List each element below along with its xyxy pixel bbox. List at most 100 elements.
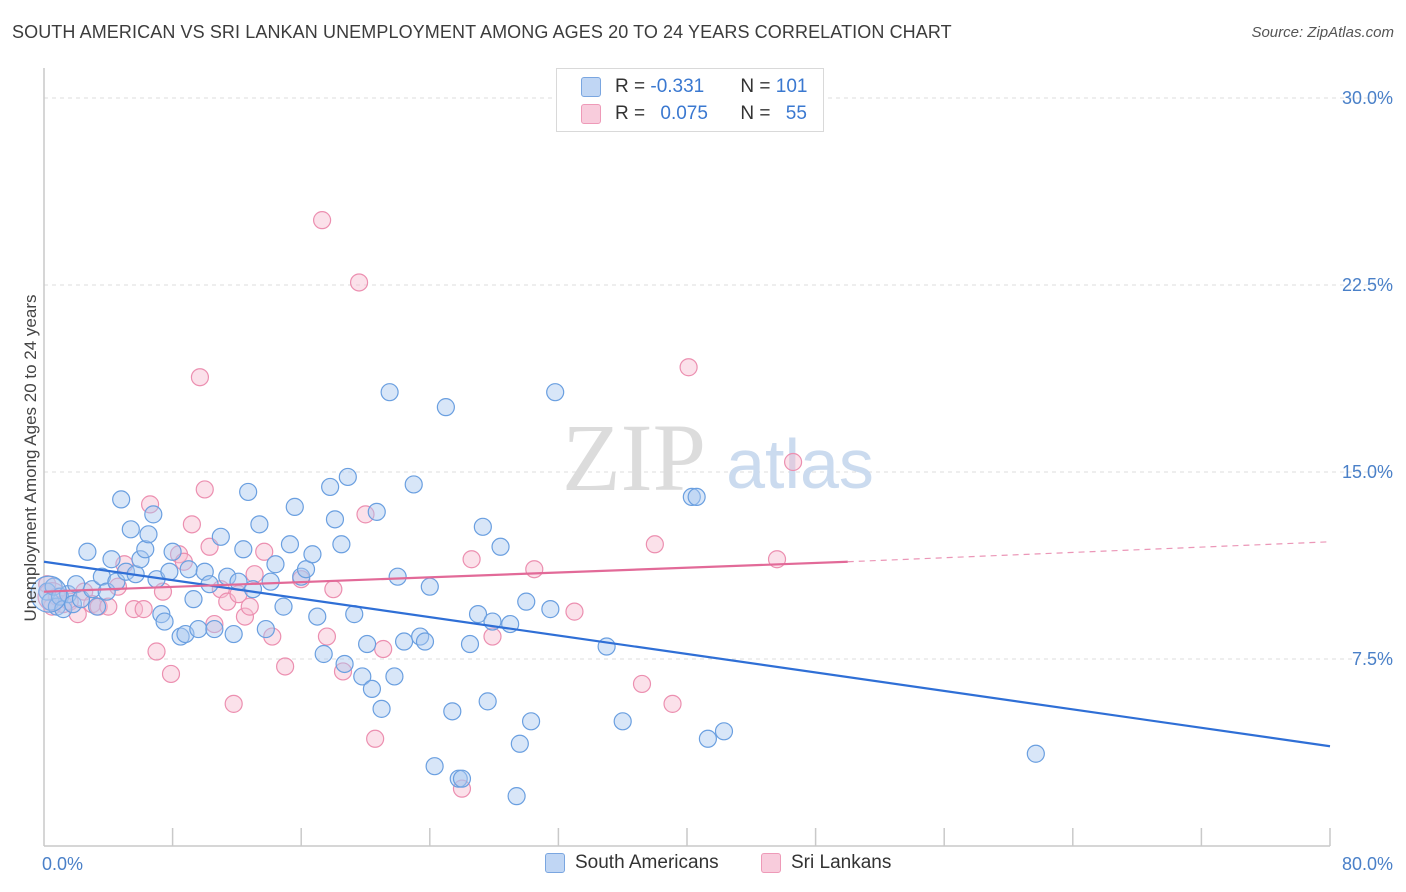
y-tick-label: 15.0% <box>1342 462 1393 482</box>
correlation-legend: R = -0.331 N = 101 R = 0.075 N = 55 <box>556 68 824 132</box>
data-point-south-american <box>171 627 190 646</box>
data-point-south-american <box>136 540 155 559</box>
data-point-south-american <box>144 505 163 524</box>
data-point-sri-lankan <box>240 597 259 616</box>
data-point-south-american <box>478 692 497 711</box>
data-point-south-american <box>224 624 243 644</box>
legend-label-south-americans: South Americans <box>575 852 719 873</box>
legend-swatch-blue <box>545 853 565 873</box>
data-point-south-american <box>420 577 439 596</box>
data-point-sri-lankan <box>190 368 210 387</box>
data-point-south-american <box>510 734 529 753</box>
data-point-south-american <box>517 592 536 611</box>
x-tick-label: 0.0% <box>42 854 83 874</box>
legend-r-value: 0.075 <box>660 103 708 124</box>
legend-n-value: 55 <box>785 103 807 124</box>
data-point-south-american <box>468 605 488 624</box>
data-point-south-american <box>205 619 224 639</box>
data-point-south-american <box>380 383 399 402</box>
data-point-south-american <box>372 699 391 718</box>
data-point-sri-lankan <box>195 480 214 499</box>
data-point-sri-lankan <box>182 515 201 534</box>
data-point-sri-lankan <box>255 542 274 561</box>
data-point-south-american <box>491 537 510 556</box>
data-point-south-american <box>541 600 560 619</box>
axes <box>43 68 1331 847</box>
data-point-south-american <box>473 517 492 536</box>
data-point-south-american <box>112 490 131 509</box>
series-legend: South Americans Sri Lankans <box>0 852 1406 876</box>
data-point-south-american <box>250 515 269 534</box>
data-point-south-american <box>239 482 258 502</box>
data-point-sri-lankan <box>356 505 375 524</box>
data-point-south-american <box>613 712 632 731</box>
data-point-south-american <box>163 542 182 561</box>
data-point-south-american <box>308 607 327 626</box>
data-point-south-american <box>385 667 404 686</box>
data-point-south-american <box>179 560 198 579</box>
data-point-south-american <box>160 562 179 581</box>
data-point-south-american <box>443 702 462 721</box>
data-point-south-american <box>184 590 203 609</box>
data-point-sri-lankan <box>483 627 502 646</box>
y-axis-label: Unemployment Among Ages 20 to 24 years <box>21 295 40 622</box>
data-point-sri-lankan <box>235 607 255 626</box>
data-point-south-american <box>87 597 107 616</box>
data-point-south-american <box>321 477 340 497</box>
data-point-south-american <box>78 542 97 561</box>
legend-row-south-americans: R = -0.331 N = 101 <box>581 75 807 99</box>
data-point-south-american <box>698 729 717 748</box>
legend-label-sri-lankans: Sri Lankans <box>791 852 892 873</box>
legend-r-value: -0.331 <box>650 76 705 97</box>
data-point-south-american <box>285 497 304 516</box>
data-point-south-american <box>362 679 382 699</box>
data-point-sri-lankan <box>663 694 682 713</box>
data-point-south-american <box>139 525 158 544</box>
data-point-south-american <box>234 540 253 559</box>
data-point-south-american <box>1026 744 1045 763</box>
legend-swatch-blue <box>581 77 601 97</box>
data-point-sri-lankan <box>147 642 166 661</box>
data-point-south-american <box>404 475 423 494</box>
data-point-south-american <box>353 667 372 686</box>
y-tick-label: 7.5% <box>1352 649 1393 669</box>
data-point-sri-lankan <box>783 452 803 472</box>
data-point-south-american <box>280 535 300 554</box>
data-point-sri-lankan <box>161 664 181 684</box>
trend-line-sri-lankans <box>43 560 848 593</box>
data-point-south-american <box>211 527 230 546</box>
legend-n-label: N = <box>740 103 776 124</box>
data-point-sri-lankan <box>276 657 295 676</box>
data-point-south-american <box>303 545 322 564</box>
data-point-south-american <box>155 612 174 631</box>
data-point-sri-lankan <box>645 535 664 554</box>
data-point-south-american <box>97 582 116 601</box>
legend-row-sri-lankans: R = 0.075 N = 55 <box>581 102 807 126</box>
data-point-sri-lankan <box>452 779 472 798</box>
data-point-south-american <box>546 383 565 402</box>
chart-title: SOUTH AMERICAN VS SRI LANKAN UNEMPLOYMEN… <box>12 22 952 42</box>
data-point-sri-lankan <box>525 560 544 579</box>
watermark-zip: ZIP <box>562 404 706 511</box>
data-point-south-american <box>338 467 357 487</box>
data-point-sri-lankan <box>317 627 337 646</box>
source-label: Source: ZipAtlas.com <box>1251 24 1394 41</box>
data-point-south-american <box>121 520 140 539</box>
data-point-sri-lankan <box>679 358 698 377</box>
data-point-sri-lankan <box>632 674 652 694</box>
data-point-south-american <box>452 769 472 788</box>
data-point-south-american <box>415 632 435 651</box>
data-point-sri-lankan <box>349 273 369 292</box>
series-south-americans <box>30 383 1045 806</box>
data-point-south-american <box>314 644 333 664</box>
data-point-south-american <box>436 398 455 417</box>
data-point-sri-lankan <box>263 627 282 646</box>
data-point-sri-lankan <box>124 600 144 619</box>
data-point-sri-lankan <box>374 639 393 659</box>
data-point-south-american <box>394 632 414 651</box>
data-point-sri-lankan <box>565 602 584 621</box>
data-point-south-american <box>325 510 345 529</box>
data-point-cluster <box>30 575 68 613</box>
data-point-south-american <box>425 757 444 776</box>
